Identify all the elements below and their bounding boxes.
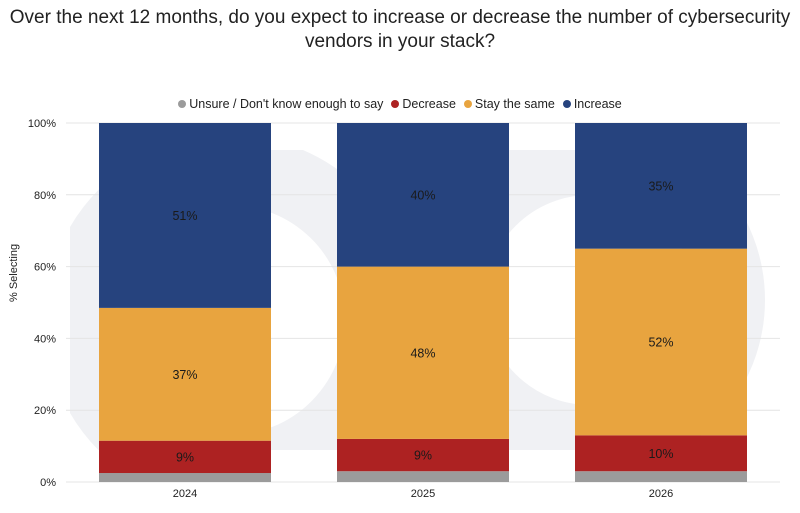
chart-legend: Unsure / Don't know enough to say Decrea… [0,96,800,112]
x-tick-label-2026: 2026 [649,488,673,500]
legend-label-decrease: Decrease [402,97,456,111]
legend-label-unsure: Unsure / Don't know enough to say [189,97,384,111]
bar-stay-the-same-2026 [575,248,747,436]
data-label-increase-2024: 51% [172,209,197,223]
bar-stay-the-same-2025 [337,266,509,439]
y-tick-label-80: 80% [34,190,56,202]
legend-swatch-unsure [178,100,187,108]
x-axis-ticks: 2024 2025 2026 [173,488,673,500]
legend-label-stay-the-same: Stay the same [474,97,555,111]
x-tick-label-2025: 2025 [411,488,435,500]
y-tick-label-20: 20% [34,405,56,417]
bars [99,123,747,482]
legend-item-stay-the-same[interactable]: Stay the same [463,97,555,111]
legend-item-unsure[interactable]: Unsure / Don't know enough to say [178,97,383,111]
chart-title-line-2: vendors in your stack? [304,31,496,52]
bar-decrease-2026 [575,435,747,472]
bar-stay-the-same-2024 [99,307,271,441]
legend-swatch-stay-the-same [463,100,472,108]
bar-decrease-2024 [99,440,271,474]
y-tick-label-0: 0% [40,477,56,489]
bar-unsure-don-t-know-enough-to-say-2025 [337,471,509,482]
bar-increase-2026 [575,123,747,249]
y-axis-label: % Selecting [8,243,20,302]
legend-item-decrease[interactable]: Decrease [391,97,456,111]
data-labels: 9% 37% 51% 9% 48% 40% 10% 52% 35% [172,179,673,464]
legend-item-increase[interactable]: Increase [562,97,622,111]
chart-title-line-1: Over the next 12 months, do you expect t… [9,7,791,28]
x-tick-label-2024: 2024 [173,488,197,500]
y-axis-ticks: 0% 20% 40% 60% 80% 100% [28,118,56,489]
data-label-increase-2025: 40% [410,188,435,202]
legend-swatch-decrease [391,100,400,108]
bar-increase-2024 [99,123,271,308]
y-tick-label-40: 40% [34,333,56,345]
data-label-decrease-2024: 9% [176,450,194,464]
y-tick-label-60: 60% [34,262,56,274]
bar-increase-2025 [337,123,509,267]
data-label-stay-the-same-2025: 48% [410,346,435,360]
legend-swatch-increase [562,100,571,108]
data-label-stay-the-same-2026: 52% [648,335,673,349]
bar-unsure-don-t-know-enough-to-say-2026 [575,471,747,482]
chart-title: Over the next 12 months, do you expect t… [0,6,800,54]
y-tick-label-100: 100% [28,118,56,130]
legend-label-increase: Increase [573,97,622,111]
data-label-stay-the-same-2024: 37% [172,368,197,382]
data-label-decrease-2026: 10% [648,447,673,461]
bar-unsure-don-t-know-enough-to-say-2024 [99,473,271,482]
data-label-decrease-2025: 9% [414,449,432,463]
data-label-increase-2026: 35% [648,179,673,193]
bar-decrease-2025 [337,438,509,472]
